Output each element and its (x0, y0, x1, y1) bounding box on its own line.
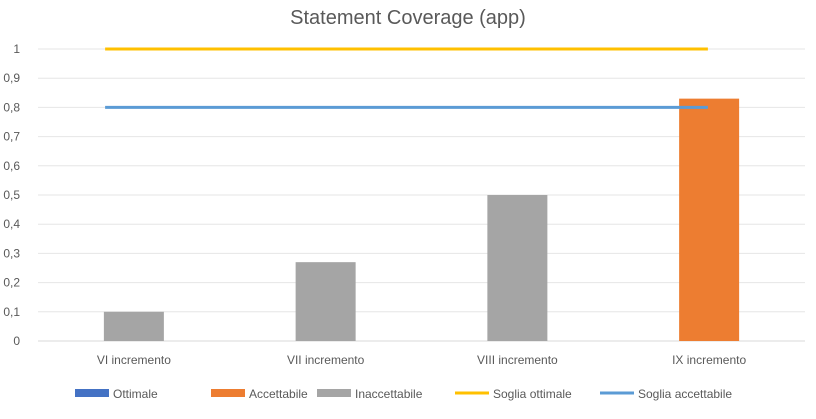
bar-3 (487, 195, 548, 341)
bar-1 (103, 311, 164, 341)
legend-swatch (317, 389, 351, 397)
x-tick-label: VIII incremento (477, 353, 558, 367)
y-tick-label: 0,8 (3, 100, 20, 114)
legend-label: Ottimale (113, 387, 158, 401)
y-tick-label: 0,2 (3, 276, 20, 290)
legend-swatch (75, 389, 109, 397)
y-tick-label: 0,4 (3, 217, 20, 231)
y-tick-label: 0,7 (3, 130, 20, 144)
y-tick-label: 0,5 (3, 188, 20, 202)
x-tick-label: VII incremento (287, 353, 365, 367)
legend-label: Soglia ottimale (493, 387, 572, 401)
y-axis-ticks: 0 0,1 0,2 0,3 0,4 0,5 0,6 0,7 0,8 0,9 1 (3, 42, 20, 348)
bar-2 (295, 262, 356, 341)
x-tick-label: IX incremento (672, 353, 746, 367)
y-tick-label: 0,1 (3, 305, 20, 319)
y-tick-label: 0,3 (3, 246, 20, 260)
legend-label: Accettabile (249, 387, 308, 401)
y-tick-label: 0 (13, 334, 20, 348)
legend-swatch (211, 389, 245, 397)
y-tick-label: 1 (13, 42, 20, 56)
bars (103, 98, 740, 341)
x-tick-label: VI incremento (97, 353, 171, 367)
bar-4 (679, 98, 740, 341)
legend-label: Inaccettabile (355, 387, 423, 401)
y-tick-label: 0,9 (3, 71, 20, 85)
legend-label: Soglia accettabile (638, 387, 732, 401)
chart-title: Statement Coverage (app) (290, 7, 526, 29)
threshold-lines (105, 47, 708, 109)
x-axis-ticks: VI incremento VII incremento VIII incremen… (97, 353, 747, 367)
legend: Ottimale Accettabile Inaccettabile Soglia o… (75, 387, 732, 401)
y-tick-label: 0,6 (3, 159, 20, 173)
